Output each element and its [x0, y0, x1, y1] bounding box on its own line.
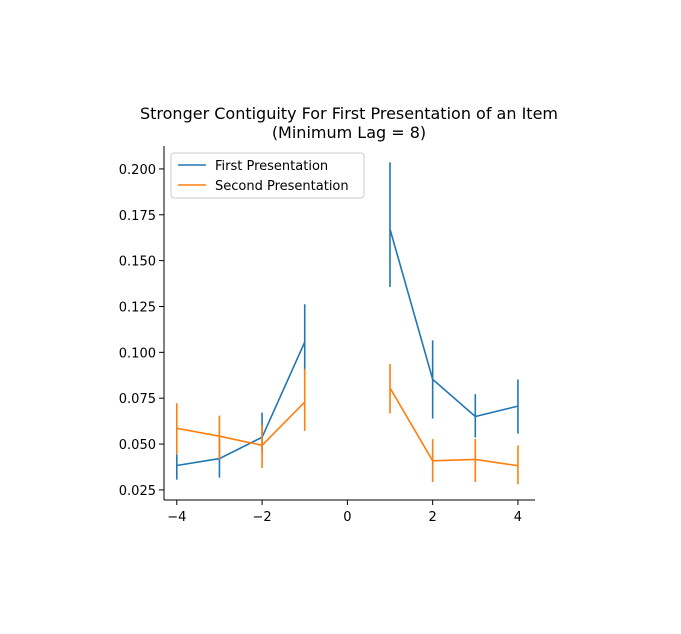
y-tick-label: 0.175	[119, 209, 156, 224]
legend-label: First Presentation	[215, 159, 328, 174]
x-tick-label: 0	[343, 510, 351, 525]
legend-label: Second Presentation	[215, 179, 349, 194]
x-tick-label: 2	[429, 510, 437, 525]
y-tick-label: 0.200	[119, 163, 156, 178]
series-line-second-presentation	[389, 387, 519, 467]
legend: First Presentation Second Presentation	[170, 152, 365, 199]
y-tick-label: 0.075	[119, 392, 156, 407]
chart-subtitle: (Minimum Lag = 8)	[272, 123, 426, 142]
x-tick-label: −2	[252, 510, 271, 525]
y-tick-label: 0.100	[119, 346, 156, 361]
y-tick-label: 0.050	[119, 438, 156, 453]
y-tick-label: 0.125	[119, 300, 156, 315]
x-tick-label: 4	[514, 510, 522, 525]
y-tick-label: 0.150	[119, 255, 156, 270]
data-series	[175, 162, 519, 485]
series-line-first-presentation	[176, 341, 306, 467]
series-line-second-presentation	[176, 401, 306, 447]
series-line-first-presentation	[389, 228, 519, 418]
legend-box	[170, 152, 365, 199]
axes: −4 −2 0 2 4 0.025 0.050 0.075 0.100 0.125 0.150 0.1…	[119, 146, 535, 525]
chart-title: Stronger Contiguity For First Presentati…	[140, 104, 558, 123]
x-tick-label: −4	[167, 510, 186, 525]
y-tick-label: 0.025	[119, 484, 156, 499]
